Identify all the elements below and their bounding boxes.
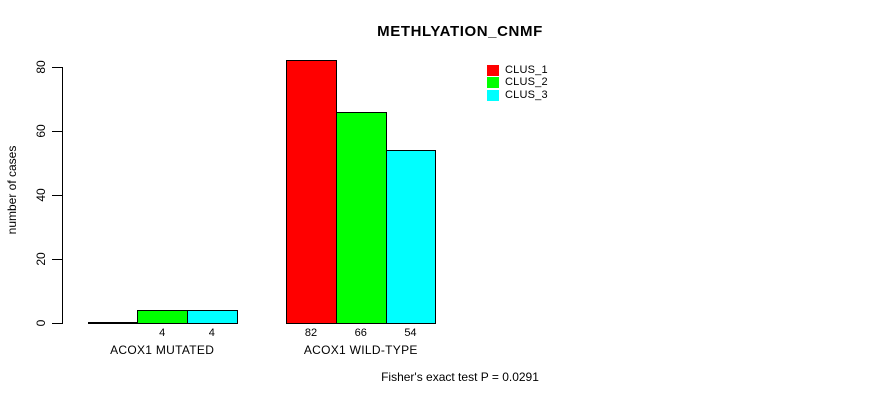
y-axis-tick: [51, 258, 62, 260]
category-label: ACOX1 MUTATED: [110, 343, 215, 357]
legend-item: CLUS_1: [487, 64, 548, 77]
legend-swatch: [487, 89, 499, 101]
legend-label: CLUS_2: [505, 76, 548, 89]
y-axis-tick: [51, 322, 62, 324]
bar: [187, 309, 238, 324]
legend-item: CLUS_2: [487, 77, 548, 90]
bar-value-label: 4: [208, 326, 215, 339]
y-axis-tick: [51, 130, 62, 132]
bar-value-label: 4: [159, 326, 166, 339]
bar-value-label: 82: [304, 326, 318, 339]
legend-label: CLUS_3: [505, 88, 548, 101]
annotation-text: Fisher's exact test P = 0.0291: [381, 370, 539, 384]
y-axis-tick: [51, 66, 62, 68]
category-label: ACOX1 WILD-TYPE: [303, 343, 418, 357]
y-axis-tick: [51, 194, 62, 196]
bar: [385, 149, 437, 324]
chart-title: METHLYATION_CNMF: [377, 23, 543, 40]
legend-label: CLUS_1: [505, 63, 548, 76]
bar: [286, 60, 337, 324]
y-axis-line: [61, 66, 63, 324]
bar: [137, 309, 188, 324]
legend-swatch: [487, 77, 499, 89]
bar: [335, 111, 387, 324]
legend-item: CLUS_3: [487, 89, 548, 102]
bar-value-label: 66: [354, 326, 367, 339]
legend-swatch: [487, 64, 499, 76]
y-tick-label: 0: [34, 319, 48, 327]
legend: CLUS_1 CLUS_2 CLUS_3: [487, 64, 548, 102]
bar-value-label: 54: [404, 326, 417, 339]
y-tick-label: 20: [34, 252, 48, 266]
zero-height-bar: [87, 322, 139, 324]
y-tick-label: 60: [34, 124, 48, 138]
y-tick-label: 80: [34, 60, 48, 74]
y-tick-label: 40: [34, 188, 48, 202]
